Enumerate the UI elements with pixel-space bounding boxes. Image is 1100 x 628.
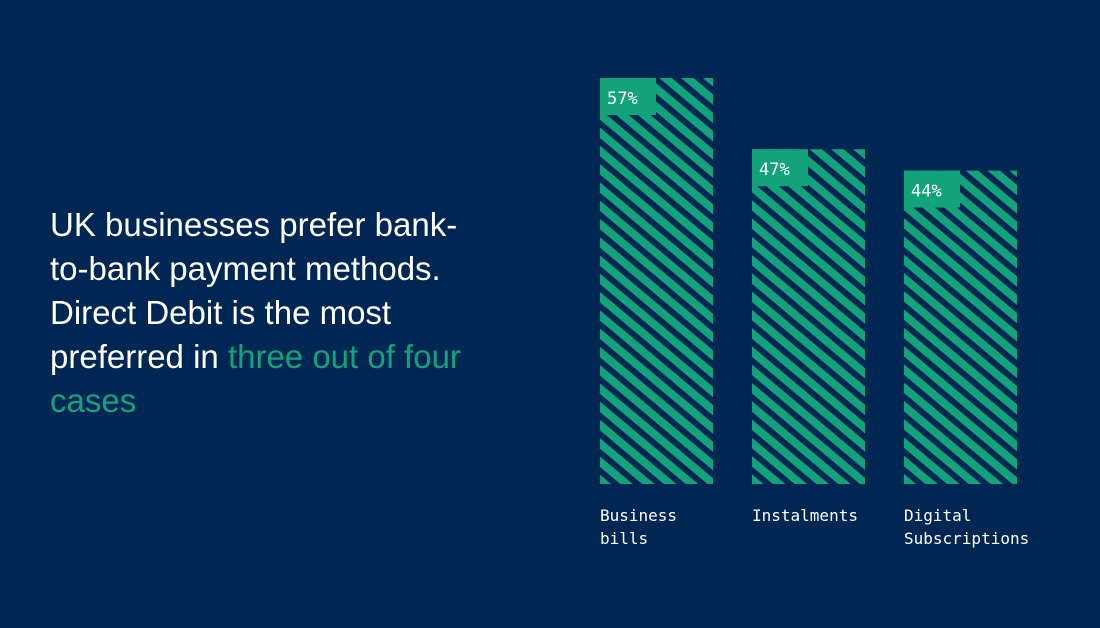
headline-highlight: three out of four cases: [50, 338, 461, 419]
category-label-3: Digital Subscriptions: [904, 506, 1029, 548]
value-label-2: 47%: [759, 160, 790, 180]
value-label-1: 57%: [607, 89, 638, 109]
bar-2: [752, 149, 865, 484]
headline: UK businesses prefer bank-to-bank paymen…: [50, 203, 490, 423]
value-tag-2: [752, 149, 808, 187]
headline-text: UK businesses prefer bank-to-bank paymen…: [50, 206, 458, 375]
category-label-1: Business bills: [600, 506, 677, 548]
value-label-3: 44%: [911, 182, 942, 202]
bars-group: 57% Business bills 47% Instalments 44% Digital…: [600, 78, 1029, 548]
value-tag-1: [600, 78, 656, 115]
bar-3: [904, 170, 1017, 484]
category-label-2: Instalments: [752, 506, 858, 525]
bar-1: [600, 78, 713, 484]
value-tag-3: [904, 170, 960, 208]
